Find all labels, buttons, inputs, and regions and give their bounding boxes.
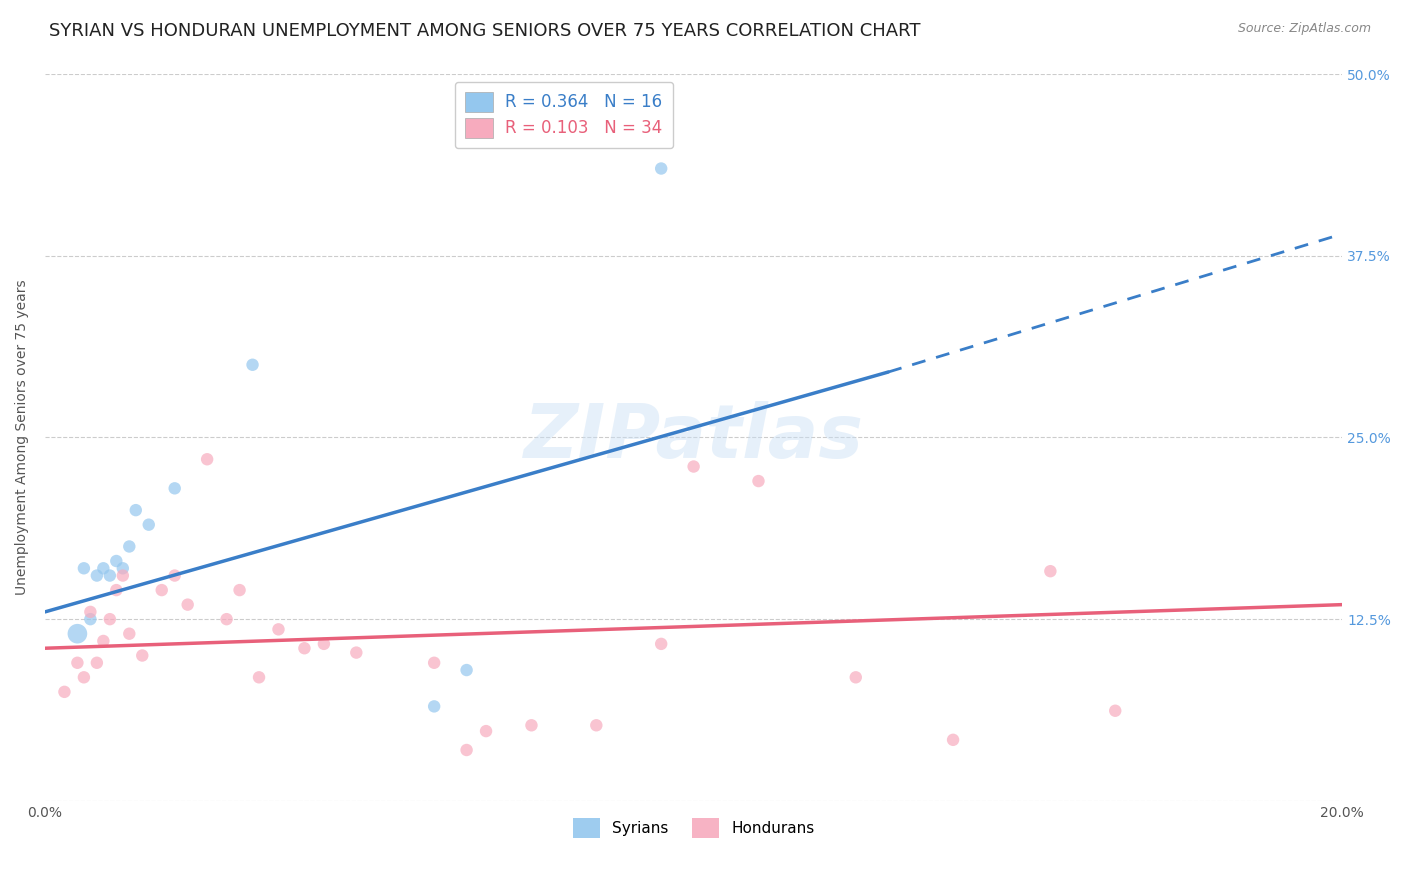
Point <box>98 612 121 626</box>
Point <box>242 358 264 372</box>
Point <box>585 718 607 732</box>
Point <box>247 670 270 684</box>
Point <box>215 612 238 626</box>
Point <box>520 718 543 732</box>
Text: Source: ZipAtlas.com: Source: ZipAtlas.com <box>1237 22 1371 36</box>
Point <box>79 612 101 626</box>
Point <box>650 637 672 651</box>
Point <box>344 646 367 660</box>
Point <box>682 459 704 474</box>
Point <box>138 517 160 532</box>
Point <box>73 561 96 575</box>
Point <box>423 656 446 670</box>
Point <box>1039 564 1062 578</box>
Point <box>53 685 76 699</box>
Point <box>845 670 868 684</box>
Point <box>195 452 218 467</box>
Point <box>93 634 115 648</box>
Point <box>150 583 173 598</box>
Y-axis label: Unemployment Among Seniors over 75 years: Unemployment Among Seniors over 75 years <box>15 279 30 595</box>
Point <box>312 637 335 651</box>
Point <box>163 481 186 495</box>
Text: SYRIAN VS HONDURAN UNEMPLOYMENT AMONG SENIORS OVER 75 YEARS CORRELATION CHART: SYRIAN VS HONDURAN UNEMPLOYMENT AMONG SE… <box>49 22 921 40</box>
Point <box>98 568 121 582</box>
Point <box>105 583 128 598</box>
Point <box>86 656 108 670</box>
Point <box>294 641 316 656</box>
Point <box>163 568 186 582</box>
Point <box>66 656 89 670</box>
Point <box>93 561 115 575</box>
Point <box>650 161 672 176</box>
Point <box>73 670 96 684</box>
Point <box>456 663 478 677</box>
Point <box>118 540 141 554</box>
Legend: Syrians, Hondurans: Syrians, Hondurans <box>567 813 821 844</box>
Point <box>66 626 89 640</box>
Point <box>942 732 965 747</box>
Point <box>79 605 101 619</box>
Point <box>228 583 250 598</box>
Point <box>1104 704 1126 718</box>
Point <box>125 503 148 517</box>
Point <box>105 554 128 568</box>
Text: ZIPatlas: ZIPatlas <box>523 401 863 474</box>
Point <box>475 724 498 739</box>
Point <box>118 626 141 640</box>
Point <box>111 568 134 582</box>
Point <box>456 743 478 757</box>
Point <box>86 568 108 582</box>
Point <box>111 561 134 575</box>
Point <box>267 623 290 637</box>
Point <box>131 648 153 663</box>
Point <box>423 699 446 714</box>
Point <box>747 474 769 488</box>
Point <box>176 598 198 612</box>
